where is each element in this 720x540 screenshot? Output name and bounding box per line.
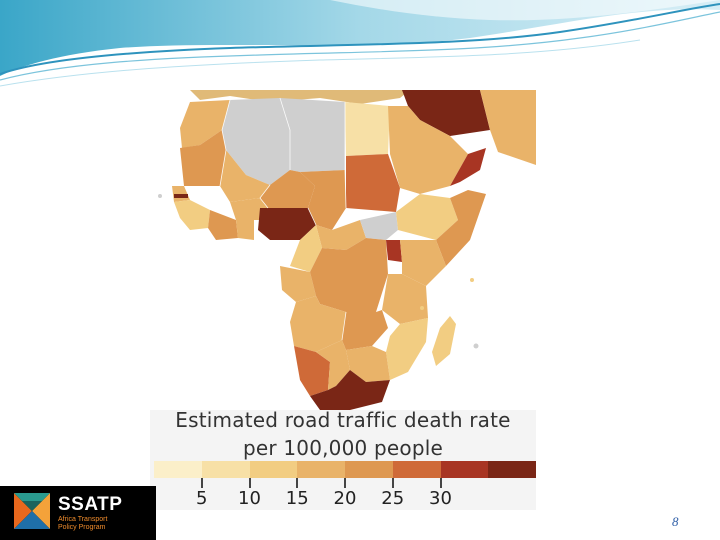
header-wave-decoration (0, 0, 720, 87)
region-guinea (174, 200, 210, 230)
region-oman (450, 148, 486, 186)
legend-swatch (249, 461, 298, 478)
page-number: 8 (672, 514, 679, 529)
region-zimbabwe (346, 346, 390, 382)
region-south-sudan (360, 212, 398, 240)
legend-tick (296, 478, 299, 488)
region-car (316, 220, 366, 250)
region-gambia (174, 194, 188, 198)
africa-map-svg (150, 90, 536, 410)
region-niger (260, 170, 315, 208)
island-seychelles (470, 278, 474, 282)
region-morocco (180, 100, 230, 148)
region-libya (280, 98, 345, 172)
region-ethiopia (396, 194, 458, 240)
region-saudi (388, 106, 468, 194)
legend-tick (344, 478, 346, 488)
region-zambia (342, 310, 388, 350)
region-cameroon (290, 225, 322, 272)
region-somalia (436, 190, 486, 266)
legend-swatch (440, 461, 489, 478)
legend-tick-label: 30 (429, 488, 452, 509)
island-comoros (420, 306, 424, 310)
region-drc (310, 238, 388, 312)
legend-tick-label: 25 (381, 488, 405, 509)
region-nigeria (258, 208, 316, 240)
ssatp-logo: SSATP Africa Transport Policy Program (0, 486, 156, 540)
region-mozambique (386, 318, 428, 380)
legend-tick (200, 478, 203, 488)
legend-tick (248, 478, 251, 488)
region-angola (290, 296, 346, 352)
region-tanzania (382, 274, 428, 324)
legend-swatch (297, 461, 346, 478)
legend-tick-label: 15 (285, 488, 309, 509)
region-gulf (480, 90, 536, 165)
island-mauritius (473, 343, 479, 349)
logo-subtitle-line1: Africa Transport (58, 516, 108, 523)
logo-name: SSATP (58, 494, 123, 515)
ssatp-logo-mark-icon (14, 493, 50, 529)
region-arabia-north (402, 90, 490, 136)
region-mali (220, 150, 270, 202)
legend-tick (439, 478, 442, 488)
region-egypt (345, 102, 390, 156)
region-botswana (316, 340, 350, 390)
region-mauritania (180, 130, 226, 186)
map-title-line2: per 100,000 people (242, 436, 444, 460)
region-ghana (236, 220, 254, 240)
region-burkina (230, 198, 268, 220)
legend-swatch (201, 461, 250, 478)
map-title-line1: Estimated road traffic death rate (175, 408, 511, 432)
color-legend: 5 10 15 20 25 30 (154, 461, 536, 510)
region-south-africa (310, 370, 390, 410)
region-kenya (400, 240, 446, 286)
region-namibia (294, 346, 330, 396)
region-gabon-congo (280, 266, 316, 302)
logo-subtitle-line2: Policy Program (58, 524, 106, 531)
island-cape-verde (158, 194, 162, 198)
legend-swatch (154, 461, 202, 478)
region-madagascar (432, 316, 456, 366)
legend-tick-label: 5 (196, 488, 208, 509)
legend-swatch (392, 461, 441, 478)
region-south-europe (190, 90, 410, 104)
region-uganda (386, 240, 402, 262)
legend-tick-label: 10 (238, 488, 261, 509)
region-ivory (208, 210, 238, 240)
legend-tick-label: 20 (333, 488, 357, 509)
legend-swatch (488, 461, 536, 478)
region-algeria (222, 98, 290, 185)
region-sudan (346, 154, 400, 212)
legend-swatch (345, 461, 393, 478)
africa-choropleth-map: Estimated road traffic death rate per 10… (150, 90, 536, 510)
legend-tick (391, 478, 394, 488)
